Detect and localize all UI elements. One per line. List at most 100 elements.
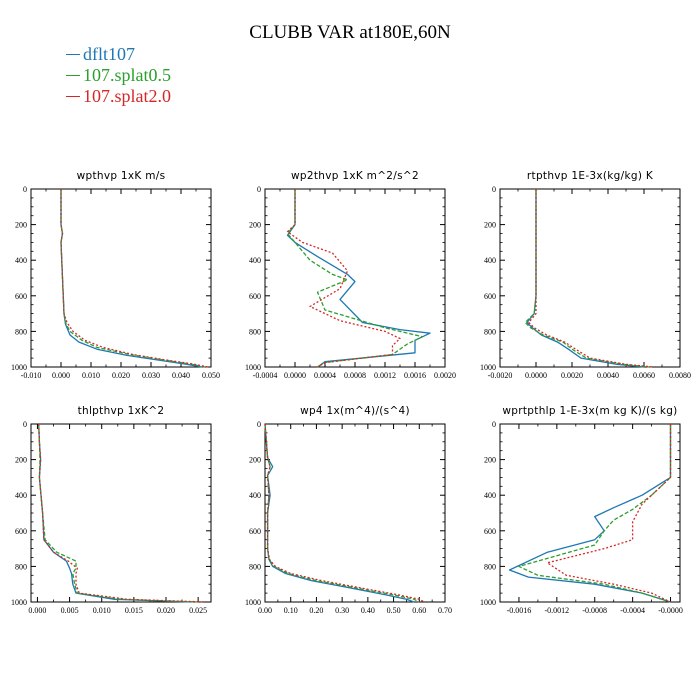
legend-label: 107.splat0.5	[83, 65, 171, 85]
x-tick-label: 0.0008	[344, 371, 366, 380]
x-tick-label: 0.0020	[561, 371, 583, 380]
series-line-107-splat0-5	[518, 424, 672, 603]
plot-frame	[30, 188, 212, 368]
x-tick-label: 0.30	[335, 606, 349, 615]
x-tick-label: -0.010	[21, 371, 42, 380]
chart-title: wp2thvp 1xK m^2/s^2	[291, 170, 419, 182]
y-tick-label: 800	[249, 562, 261, 571]
x-tick-label: 0.0080	[669, 371, 691, 380]
series-line-107-splat2-0	[38, 423, 205, 603]
y-tick-label: 600	[15, 292, 27, 301]
legend-entry-splat05: 107.splat0.5	[66, 65, 171, 86]
x-tick-label: 0.025	[189, 606, 207, 615]
y-tick-label: 0	[257, 185, 261, 194]
series-line-dflt107	[286, 189, 431, 368]
x-tick-label: -0.0004	[253, 371, 278, 380]
series-line-dflt107	[264, 423, 415, 603]
series-line-107-splat2-0	[546, 424, 672, 603]
x-tick-label: -0.0016	[507, 606, 532, 615]
series-line-107-splat0-5	[60, 189, 206, 368]
chart-panel-2: wp2thvp 1xK m^2/s^2 0 200 400 600 800 1000-0.0…	[245, 170, 456, 380]
plot-frame	[30, 423, 212, 603]
y-tick-label: 800	[249, 327, 261, 336]
series-line-107-splat0-5	[286, 189, 424, 368]
y-tick-label: 400	[484, 491, 496, 500]
chart-panel-6: wprtpthlp 1-E-3x(m kg K)/(s kg) 0 200 400 60…	[480, 405, 683, 615]
y-tick-label: 0	[492, 420, 496, 429]
x-tick-label: 0.0020	[434, 371, 456, 380]
x-tick-label: 0.0012	[374, 371, 396, 380]
x-tick-label: 0.0016	[404, 371, 426, 380]
series-line-107-splat2-0	[528, 189, 654, 368]
legend-label: 107.splat2.0	[83, 86, 171, 106]
chart-title: wpthvp 1xK m/s	[77, 170, 166, 182]
y-tick-label: 400	[15, 256, 27, 265]
plot-frame	[499, 188, 681, 368]
main-title: CLUBB VAR at180E,60N	[249, 22, 451, 43]
y-tick-label: 200	[15, 456, 27, 465]
x-tick-label: 0.005	[61, 606, 79, 615]
y-tick-label: 400	[249, 256, 261, 265]
y-tick-label: 400	[249, 491, 261, 500]
x-tick-label: 0.030	[142, 371, 160, 380]
y-tick-label: 800	[484, 562, 496, 571]
x-tick-label: 0.000	[28, 606, 46, 615]
y-tick-label: 0	[492, 185, 496, 194]
x-tick-label: 0.40	[361, 606, 375, 615]
x-tick-label: 0.0004	[314, 371, 336, 380]
y-tick-label: 1000	[480, 598, 496, 607]
x-tick-label: -0.0004	[620, 606, 645, 615]
y-tick-label: 0	[257, 420, 261, 429]
plot-frame	[499, 423, 681, 603]
series-line-dflt107	[38, 423, 192, 603]
y-tick-label: 1000	[245, 598, 261, 607]
legend-line-icon	[66, 54, 80, 56]
x-tick-label: 0.050	[202, 371, 220, 380]
series-line-dflt107	[60, 189, 203, 368]
series-line-dflt107	[526, 189, 645, 368]
y-tick-label: 200	[484, 456, 496, 465]
y-tick-label: 800	[15, 327, 27, 336]
x-tick-label: 0.000	[52, 371, 70, 380]
legend-line-icon	[66, 96, 80, 98]
y-tick-label: 200	[249, 456, 261, 465]
y-tick-label: 1000	[11, 363, 27, 372]
series-line-107-splat0-5	[264, 423, 420, 603]
x-tick-label: -0.0012	[545, 606, 570, 615]
x-tick-label: 0.60	[412, 606, 426, 615]
x-tick-label: 0.010	[93, 606, 111, 615]
y-tick-label: 400	[15, 491, 27, 500]
x-tick-label: 0.015	[125, 606, 143, 615]
y-tick-label: 600	[249, 292, 261, 301]
chart-panel-3: rtpthvp 1E-3x(kg/kg) K 0 200 400 600 800 1000-…	[480, 170, 691, 380]
x-tick-label: 0.0060	[633, 371, 655, 380]
x-tick-label: 0.020	[112, 371, 130, 380]
y-tick-label: 600	[249, 527, 261, 536]
y-tick-label: 1000	[480, 363, 496, 372]
chart-title: thlpthvp 1xK^2	[78, 405, 165, 417]
y-tick-label: 1000	[245, 363, 261, 372]
x-tick-label: 0.10	[284, 606, 298, 615]
x-tick-label: 0.0040	[597, 371, 619, 380]
series-line-107-splat2-0	[264, 423, 425, 603]
series-line-107-splat0-5	[524, 189, 650, 368]
chart-panel-1: wpthvp 1xK m/s 0 200 400 600 800 1000-0.010 0.0…	[11, 170, 220, 380]
y-tick-label: 400	[484, 256, 496, 265]
series-line-107-splat2-0	[286, 189, 401, 368]
chart-title: wp4 1x(m^4)/(s^4)	[300, 405, 410, 417]
y-tick-label: 0	[23, 420, 27, 429]
x-tick-label: 0.010	[82, 371, 100, 380]
legend-entry-dflt107: dflt107	[66, 44, 171, 65]
y-tick-label: 600	[484, 292, 496, 301]
y-tick-label: 600	[15, 527, 27, 536]
x-tick-label: 0.20	[309, 606, 323, 615]
y-tick-label: 800	[15, 562, 27, 571]
y-tick-label: 1000	[11, 598, 27, 607]
y-tick-label: 800	[484, 327, 496, 336]
y-tick-label: 200	[484, 221, 496, 230]
legend: dflt107 107.splat0.5 107.splat2.0	[66, 44, 171, 107]
y-tick-label: 600	[484, 527, 496, 536]
x-tick-label: 0.50	[387, 606, 401, 615]
